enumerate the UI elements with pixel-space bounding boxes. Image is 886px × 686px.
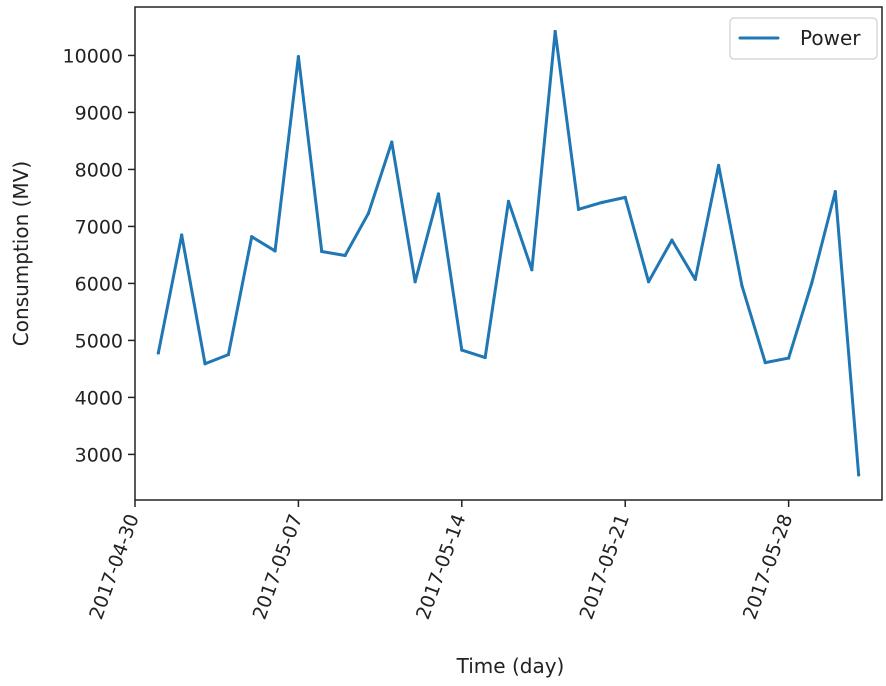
y-tick-label: 6000 xyxy=(75,273,123,295)
y-tick-label: 5000 xyxy=(75,330,123,352)
x-tick-label: 2017-05-14 xyxy=(412,511,470,622)
data-point-power xyxy=(600,200,604,205)
data-point-power xyxy=(460,348,464,352)
data-point-power xyxy=(740,284,744,288)
y-tick-label: 9000 xyxy=(75,102,123,124)
plot-area xyxy=(156,29,861,477)
data-point-power xyxy=(156,351,160,355)
series-line-power xyxy=(156,30,861,477)
data-point-power xyxy=(296,54,301,59)
legend-box xyxy=(729,17,878,60)
y-tick-label: 10000 xyxy=(63,45,123,67)
data-point-power xyxy=(670,238,674,242)
data-point-power xyxy=(180,233,184,237)
data-point-power xyxy=(810,280,814,284)
data-point-power xyxy=(343,253,347,258)
legend-label-power: Power xyxy=(800,26,861,50)
y-tick-label: 4000 xyxy=(75,387,123,409)
x-tick-label: 2017-05-07 xyxy=(249,511,307,622)
data-point-power xyxy=(693,277,697,282)
data-point-power xyxy=(366,211,371,215)
x-tick-label: 2017-04-30 xyxy=(85,511,143,622)
data-point-power xyxy=(436,192,441,196)
y-tick-label: 7000 xyxy=(75,216,123,238)
data-point-power xyxy=(413,280,417,284)
data-point-power xyxy=(833,190,837,194)
data-point-power xyxy=(506,199,511,203)
data-point-power xyxy=(646,280,651,284)
plot-frame xyxy=(134,6,883,501)
data-point-power xyxy=(203,362,207,366)
data-point-power xyxy=(787,356,791,360)
data-point-power xyxy=(483,355,487,360)
data-point-power xyxy=(716,163,721,168)
y-tick-label: 8000 xyxy=(75,159,123,181)
data-point-power xyxy=(530,268,534,272)
data-point-power xyxy=(623,195,627,199)
data-point-power xyxy=(250,235,254,239)
data-point-power xyxy=(273,249,277,253)
legend: Power xyxy=(729,17,878,60)
axes: 3000 4000 5000 6000 7000 8000 9000 10000 2017-04… xyxy=(9,6,883,678)
y-tick-label: 3000 xyxy=(75,444,123,466)
data-point-power xyxy=(576,207,581,211)
data-point-power xyxy=(390,140,394,144)
data-point-power xyxy=(226,353,230,357)
y-axis-title: Consumption (MV) xyxy=(9,161,33,346)
data-point-power xyxy=(763,361,767,365)
x-tick-label: 2017-05-21 xyxy=(575,511,633,622)
x-tick-label: 2017-05-28 xyxy=(739,511,797,622)
data-point-power xyxy=(857,473,861,477)
data-point-power xyxy=(553,29,557,34)
data-point-power xyxy=(320,249,324,254)
x-axis-title: Time (day) xyxy=(456,654,565,678)
